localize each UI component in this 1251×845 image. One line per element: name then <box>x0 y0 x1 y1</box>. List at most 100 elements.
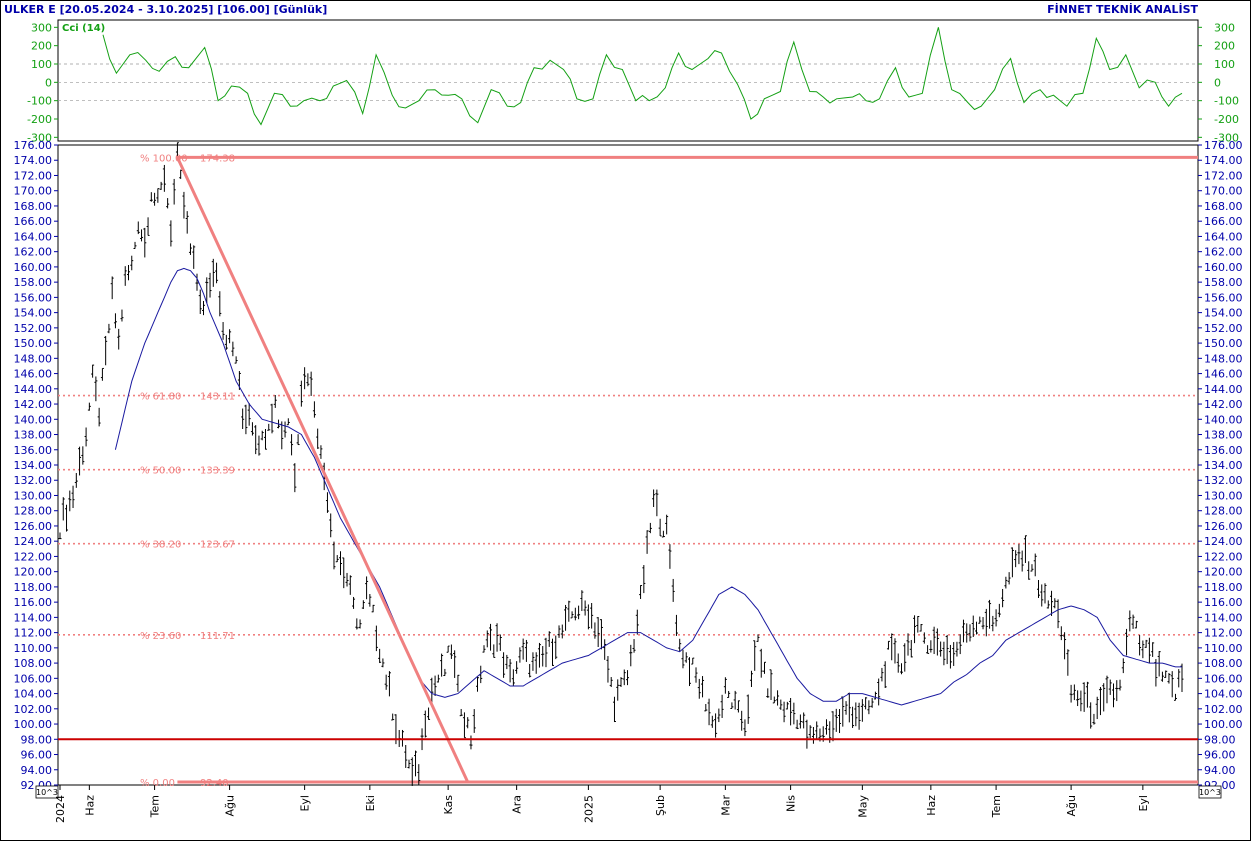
price-bar <box>475 676 479 692</box>
fib-level-value: 111.71 <box>200 631 235 642</box>
price-bar <box>606 656 610 683</box>
price-bar <box>250 422 254 436</box>
price-bar <box>531 652 535 671</box>
price-bar <box>175 142 179 158</box>
price-bar <box>469 735 473 750</box>
price-bar <box>140 229 144 242</box>
price-bar <box>505 654 509 670</box>
price-bar <box>123 266 127 286</box>
price-bar <box>665 514 669 535</box>
price-bar <box>766 688 770 698</box>
price-bar <box>241 408 245 430</box>
price-bar <box>446 645 450 653</box>
date-tick-label: Şub <box>654 795 667 816</box>
date-tick-label: Haz <box>83 795 96 816</box>
price-bar <box>368 594 372 607</box>
date-tick-label: Ağu <box>1065 795 1078 816</box>
price-tick-label: 134.00 <box>1204 459 1243 472</box>
price-bar <box>1069 684 1073 703</box>
price-bar <box>687 657 691 687</box>
price-tick-label: 98.00 <box>21 733 53 746</box>
price-bar <box>612 696 616 723</box>
price-bar <box>723 677 727 694</box>
price-bar <box>586 604 590 630</box>
price-bar <box>870 697 874 708</box>
price-bar <box>453 650 457 678</box>
price-tick-label: 152.00 <box>1204 322 1243 335</box>
price-bar <box>1030 564 1034 572</box>
price-bar <box>1134 620 1138 629</box>
price-bar <box>254 425 258 455</box>
price-bar <box>94 376 98 402</box>
price-bar <box>1040 584 1044 607</box>
price-bar <box>952 642 956 666</box>
price-bar <box>900 663 903 675</box>
price-bar <box>104 335 108 366</box>
price-tick-label: 106.00 <box>14 672 53 685</box>
price-bar <box>361 600 365 610</box>
price-bar <box>221 322 225 340</box>
price-bar <box>785 701 789 710</box>
price-bar <box>407 759 411 769</box>
price-bar <box>325 492 329 513</box>
cci-tick-label: 100 <box>1214 58 1235 71</box>
price-tick-label: 170.00 <box>14 185 53 198</box>
price-tick-label: 128.00 <box>1204 505 1243 518</box>
price-bar <box>935 628 939 656</box>
fib-level-value: 123.67 <box>200 540 235 551</box>
price-bar <box>945 634 949 665</box>
price-tick-label: 144.00 <box>1204 383 1243 396</box>
price-tick-label: 152.00 <box>14 322 53 335</box>
fib-level-percent: % 50.00 <box>140 466 181 477</box>
price-tick-label: 110.00 <box>1204 642 1243 655</box>
price-bar <box>1007 572 1011 585</box>
price-bar <box>645 530 649 554</box>
price-bar <box>208 272 212 298</box>
price-bar <box>593 622 597 639</box>
price-tick-label: 150.00 <box>1204 337 1243 350</box>
price-tick-label: 158.00 <box>14 276 53 289</box>
price-bar <box>782 701 786 723</box>
price-bar <box>433 675 437 696</box>
cci-tick-label: 100 <box>31 58 52 71</box>
price-bar <box>332 541 336 570</box>
fib-level-value: 92.40 <box>200 778 229 789</box>
price-bar <box>697 678 701 699</box>
price-bar <box>838 709 842 734</box>
price-bar <box>629 644 633 667</box>
price-bar <box>1118 679 1122 691</box>
price-bar <box>136 221 140 235</box>
price-bar <box>296 434 300 446</box>
price-bar <box>776 690 780 706</box>
fib-level-percent: % 61.80 <box>140 392 181 403</box>
price-bar <box>228 329 232 344</box>
price-bar <box>1082 682 1086 712</box>
price-tick-label: 136.00 <box>1204 444 1243 457</box>
price-bar <box>146 217 150 236</box>
price-bar <box>1020 550 1024 572</box>
price-bar <box>609 677 613 688</box>
price-tick-label: 154.00 <box>14 307 53 320</box>
price-bar <box>749 670 753 687</box>
price-bar <box>567 600 571 622</box>
price-bar <box>1053 598 1057 609</box>
price-tick-label: 108.00 <box>1204 657 1243 670</box>
price-bar <box>156 188 160 203</box>
price-bar <box>107 323 111 334</box>
price-bar <box>860 699 864 722</box>
price-bar <box>303 367 307 390</box>
price-bar <box>348 575 352 595</box>
price-bar <box>798 714 802 729</box>
price-bar <box>772 696 776 704</box>
price-bar <box>260 430 264 441</box>
price-bar <box>948 644 952 669</box>
price-bar <box>909 639 913 658</box>
price-bar <box>991 615 995 632</box>
price-bar <box>97 407 101 427</box>
price-bar <box>678 638 682 652</box>
price-bar <box>583 600 587 616</box>
price-tick-label: 130.00 <box>1204 489 1243 502</box>
price-bar <box>616 679 620 701</box>
cci-tick-label: 200 <box>31 40 52 53</box>
